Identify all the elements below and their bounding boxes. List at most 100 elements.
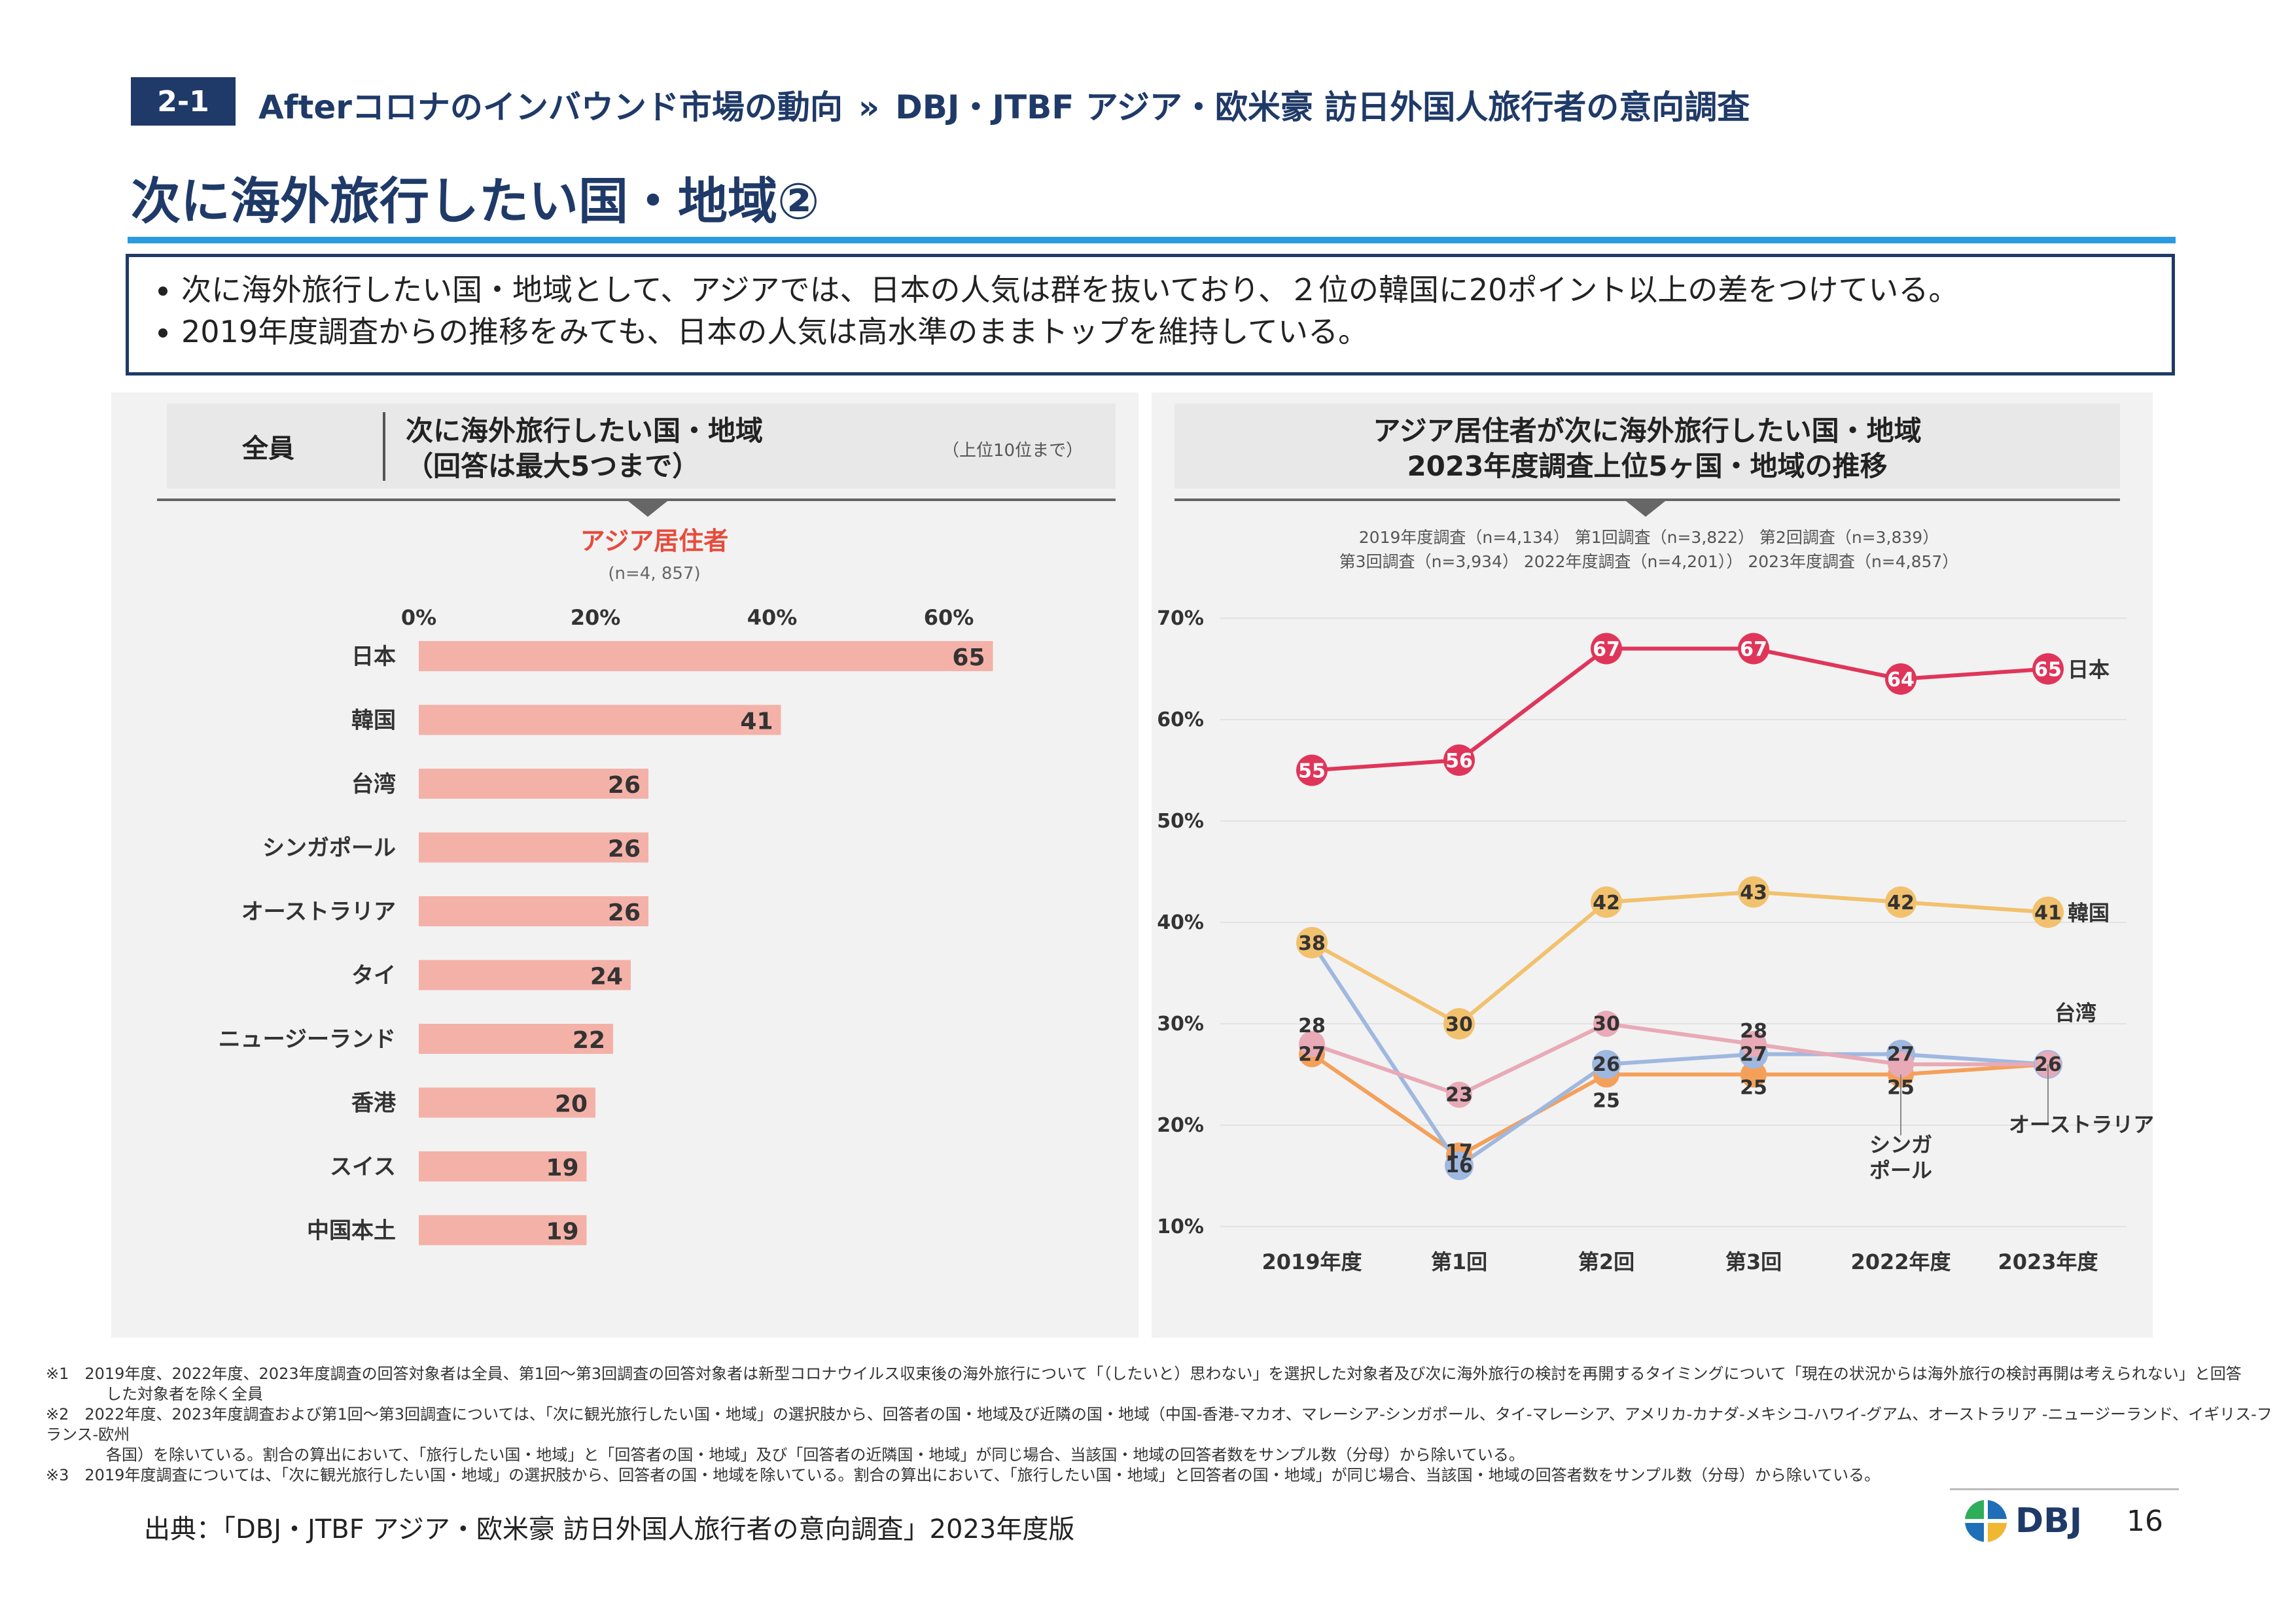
line-point-label: 65 [2034, 659, 2062, 682]
left-panel-rule [157, 498, 1116, 501]
singapore-value-label: 16 [1445, 1155, 1473, 1178]
section-badge: 2-1 [131, 77, 236, 126]
bar-chart-title: アジア居住者 [580, 527, 728, 555]
line-point [1443, 1008, 1475, 1039]
bar-category-label: 台湾 [351, 771, 396, 797]
series-label-singapore-1: シンガ [1869, 1132, 1932, 1157]
line-y-tick: 10% [1157, 1215, 1204, 1238]
bar-category-label: 中国本土 [307, 1218, 396, 1244]
line-legend-line2: 第3回調査（n=3,934） 2022年度調査（n=4,201）） 2023年度… [1339, 552, 1959, 571]
summary-item: 2019年度調査からの推移をみても、日本の人気は高水準のままトップを維持している… [181, 311, 2172, 353]
right-panel-notch [1626, 501, 1665, 517]
singapore-value-label: 27 [1740, 1043, 1767, 1066]
breadcrumb-sub: DBJ・JTBF アジア・欧米豪 訪日外国人旅行者の意向調査 [895, 88, 1750, 126]
line-point-label: 41 [2034, 902, 2062, 925]
dbj-logo: DBJ [1963, 1498, 2082, 1544]
line-point-label: 30 [1445, 1013, 1473, 1036]
series-label-korea: 韓国 [2068, 901, 2110, 926]
bar [419, 1024, 613, 1054]
right-panel-header [1174, 404, 2120, 489]
line-y-tick: 70% [1157, 607, 1204, 630]
taiwan-value-label: 28 [1298, 1015, 1326, 1038]
bar-x-tick: 60% [924, 605, 974, 630]
line-series-3 [1310, 941, 2049, 1169]
left-panel-title: 次に海外旅行したい国・地域 （回答は最大5つまで） [406, 413, 763, 484]
line-x-tick: 2023年度 [1998, 1249, 2098, 1274]
line-x-tick: 2022年度 [1850, 1249, 1951, 1274]
bar [419, 832, 648, 863]
summary-item: 次に海外旅行したい国・地域として、アジアでは、日本の人気は群を抜いており、２位の… [181, 269, 2172, 311]
line-x-tick: 第2回 [1578, 1249, 1634, 1274]
line-point [1738, 633, 1769, 665]
line-point-label: 64 [1887, 669, 1915, 691]
line-point-label: 42 [1593, 892, 1620, 915]
footnote-2: ※2 2022年度、2023年度調査および第1回～第3回調査については、「次に観… [46, 1405, 2272, 1444]
line-chart: 2019年度調査（n=4,134） 第1回調査（n=3,822） 第2回調査（n… [1157, 528, 2153, 1274]
footnote-1-cont: した対象者を除く全員 [106, 1385, 263, 1403]
bar [419, 960, 631, 990]
line-series-1 [1311, 890, 2049, 1026]
dbj-logo-text: DBJ [2015, 1501, 2083, 1541]
taiwan-value-label: 30 [1593, 1013, 1620, 1036]
line-point [1445, 1151, 1474, 1180]
line-x-tick: 2019年度 [1262, 1249, 1362, 1274]
line-point [1443, 744, 1475, 776]
line-y-tick: 60% [1157, 708, 1204, 731]
left-panel-background [111, 393, 1139, 1338]
line-point-label: 55 [1298, 760, 1326, 783]
bar [419, 705, 781, 735]
line-y-tick: 30% [1157, 1013, 1204, 1036]
australia-value-label: 27 [1298, 1043, 1326, 1066]
taiwan-value-label: 28 [1740, 1020, 1767, 1043]
line-y-tick: 40% [1157, 911, 1204, 934]
left-panel-notch [628, 501, 667, 517]
line-point-label: 43 [1740, 882, 1767, 905]
bar-category-label: タイ [351, 963, 396, 989]
page-title: 次に海外旅行したい国・地域② [131, 172, 820, 230]
series-label-australia: オーストラリア [2009, 1112, 2153, 1137]
singapore-value-label: 26 [1593, 1053, 1620, 1076]
line-series-0 [1311, 646, 2049, 773]
bar-value-label: 26 [608, 772, 641, 799]
australia-value-label: 25 [1740, 1077, 1767, 1100]
australia-value-label: 25 [1593, 1090, 1620, 1113]
right-panel-rule [1174, 498, 2120, 501]
left-panel-divider [383, 412, 385, 481]
bar-category-label: 韓国 [351, 708, 396, 734]
bar-chart: アジア居住者 (n=4, 857) 0% 20% 40% 60% 日本 65 韓国 41 台湾 26 シ… [219, 527, 993, 1246]
bar-chart-subtitle: (n=4, 857) [608, 564, 700, 584]
line-point-label: 67 [1740, 638, 1767, 661]
bar-value-label: 19 [546, 1155, 578, 1181]
title-underline [128, 237, 2176, 243]
line-point [1888, 1051, 1914, 1077]
line-x-tick: 第1回 [1431, 1249, 1487, 1274]
left-panel-title-line2: （回答は最大5つまで） [406, 450, 700, 482]
line-point [1740, 1061, 1767, 1088]
footnote-2-cont: 各国）を除いている。割合の算出において、「旅行したい国・地域」と「回答者の国・地… [106, 1446, 1525, 1464]
footnote-1: ※1 2019年度、2022年度、2023年度調査の回答対象者は全員、第1回～第… [46, 1365, 2242, 1383]
bar [419, 641, 993, 671]
bar-value-label: 22 [573, 1027, 605, 1054]
left-panel-title-line1: 次に海外旅行したい国・地域 [406, 415, 764, 447]
bar-category-label: 日本 [351, 644, 396, 670]
line-point [1738, 876, 1769, 908]
bar-category-label: ニュージーランド [219, 1026, 396, 1053]
summary-box: 次に海外旅行したい国・地域として、アジアでは、日本の人気は群を抜いており、２位の… [126, 254, 2175, 375]
line-point-label: 42 [1887, 892, 1915, 915]
line-series-2 [1311, 1021, 2048, 1097]
breadcrumb: Afterコロナのインバウンド市場の動向 » DBJ・JTBF アジア・欧米豪 訪日… [258, 81, 1750, 128]
bar [419, 896, 648, 926]
bar-value-label: 20 [555, 1091, 588, 1118]
bar-category-label: 香港 [351, 1091, 397, 1117]
line-legend-line1: 2019年度調査（n=4,134） 第1回調査（n=3,822） 第2回調査（n… [1359, 528, 1939, 547]
source-citation: 出典：「DBJ・JTBF アジア・欧米豪 訪日外国人旅行者の意向調査」2023年… [144, 1514, 1075, 1544]
bar-x-tick: 40% [747, 605, 798, 630]
line-point [1591, 886, 1622, 918]
right-panel-title: アジア居住者が次に海外旅行したい国・地域 2023年度調査上位5ヶ国・地域の推移 [1174, 413, 2120, 484]
line-series-4 [1311, 1053, 2049, 1159]
line-point [1885, 663, 1916, 695]
line-point [1885, 886, 1916, 918]
footnotes: ※1 2019年度、2022年度、2023年度調査の回答対象者は全員、第1回～第… [46, 1364, 2277, 1486]
bar [419, 1215, 587, 1246]
line-y-tick: 20% [1157, 1114, 1204, 1137]
